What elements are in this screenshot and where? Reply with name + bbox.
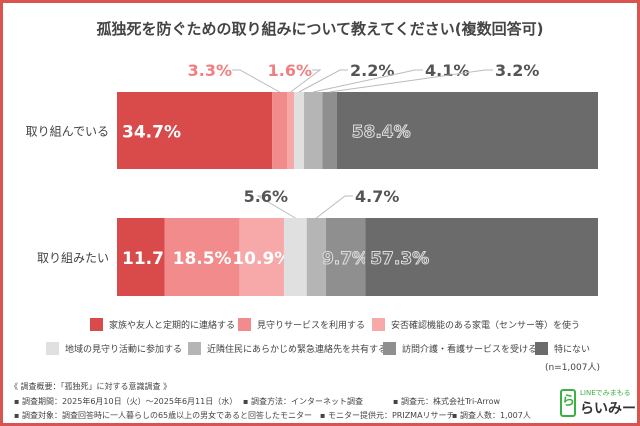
- leader-line: [298, 69, 348, 93]
- bar-segment: [365, 218, 598, 296]
- legend-swatch: [90, 318, 103, 331]
- data-label: 18.5%: [173, 249, 232, 269]
- leader-line: [290, 69, 322, 93]
- footer-period: ▪ 調査期間：2025年6月10日（火）～2025年6月11日（水）: [14, 397, 238, 406]
- logo-line1: LINEでみまもる: [580, 389, 631, 397]
- legend-item-3: 地域の見守り活動に参加する: [46, 342, 182, 355]
- category-label: 取り組みたい: [37, 251, 109, 265]
- legend-item-4: 近隣住民にあらかじめ緊急連絡先を共有する: [188, 342, 387, 355]
- bar-segment: [272, 92, 288, 169]
- data-label: 3.3%: [188, 61, 232, 80]
- footer-heading: 《 調査概要：「孤独死」に対する意識調査 》: [10, 382, 172, 391]
- chart-title: 孤独死を防ぐための取り組みについて教えてください(複数回答可): [96, 20, 544, 38]
- data-label: 2.2%: [350, 61, 394, 80]
- legend-swatch: [372, 318, 385, 331]
- legend-swatch: [535, 342, 548, 355]
- logo: ら LINEでみまもるらいみー: [560, 388, 636, 418]
- leader-line: [256, 195, 296, 219]
- legend-item-6: 特にない: [535, 342, 590, 355]
- logo-mark: ら: [560, 389, 576, 417]
- sample-size-note: (n=1,007人): [544, 363, 600, 373]
- leader-line: [315, 195, 353, 219]
- footer-target: ▪ 調査対象：調査回答時に一人暮らしの65歳以上の男女であると回答したモニター: [14, 411, 313, 420]
- bar-segment: [117, 92, 273, 169]
- data-label: 4.1%: [425, 61, 469, 80]
- footer-provider: ▪ モニター提供元：PRIZMAリサーチ: [320, 411, 455, 420]
- data-label: 57.3%: [370, 249, 429, 269]
- bar-segment: [239, 218, 284, 296]
- data-label: 9.7%: [322, 249, 369, 269]
- data-label: 5.6%: [244, 187, 288, 206]
- data-label: 34.7%: [122, 123, 181, 143]
- leader-line: [329, 69, 493, 93]
- footer-method: ▪ 調査方法：インターネット調査: [243, 397, 363, 406]
- data-label: 4.7%: [355, 187, 399, 206]
- legend-swatch: [238, 318, 251, 331]
- leader-line: [313, 69, 423, 93]
- leader-line: [232, 69, 280, 93]
- legend-item-1: 見守りサービスを利用する: [238, 318, 365, 331]
- bar-segment: [294, 92, 305, 169]
- data-label: 1.6%: [268, 61, 312, 80]
- legend-item-0: 家族や友人と定期的に連絡する: [90, 318, 235, 331]
- legend-swatch: [188, 342, 201, 355]
- bar-segment: [304, 92, 323, 169]
- legend-item-5: 訪問介護・看護サービスを受ける: [383, 342, 537, 355]
- bar-segment: [117, 218, 165, 296]
- data-label: 10.9%: [232, 249, 291, 269]
- bar-segment: [336, 92, 598, 169]
- category-label: 取り組んでいる: [26, 125, 109, 139]
- bar-segment: [287, 92, 295, 169]
- footer-count: ▪ 調査人数：1,007人: [452, 411, 531, 420]
- bar-segment: [283, 218, 307, 296]
- legend-swatch: [46, 342, 59, 355]
- data-label: 3.2%: [495, 61, 539, 80]
- logo-line2: らいみー: [580, 401, 636, 417]
- data-label: 58.4%: [352, 123, 411, 143]
- bar-segment: [322, 92, 337, 169]
- legend-swatch: [383, 342, 396, 355]
- bar-segment: [306, 218, 326, 296]
- bar-segment: [325, 218, 366, 296]
- footer-source: ▪ 調査元：株式会社Tri-Arrow: [393, 397, 501, 406]
- legend-item-2: 安否確認機能のある家電（センサー等）を使う: [372, 318, 580, 331]
- bar-segment: [164, 218, 240, 296]
